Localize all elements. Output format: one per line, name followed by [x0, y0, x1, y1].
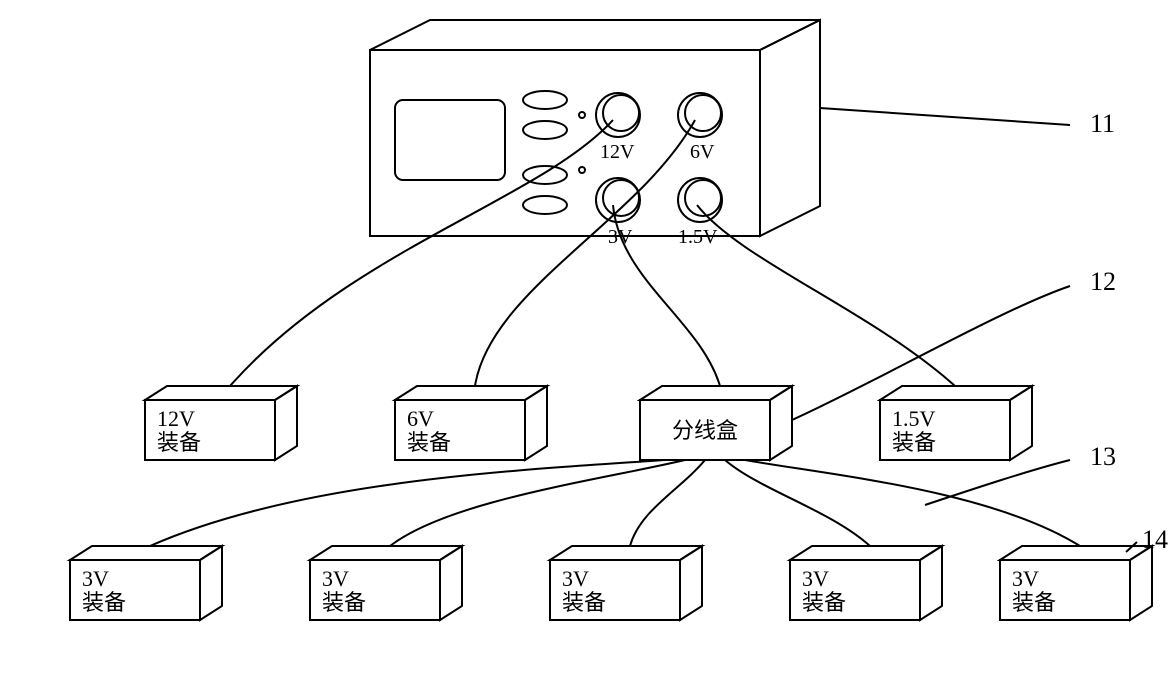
box-label-line2: 装备 — [157, 430, 201, 455]
wire — [390, 460, 685, 546]
device-box: 12V装备 — [145, 386, 297, 460]
led-dot — [579, 167, 585, 173]
box-label-line1: 1.5V — [892, 406, 936, 431]
device-box: 6V装备 — [395, 386, 547, 460]
junction-box: 分线盒 — [640, 386, 792, 460]
knob-label: 6V — [690, 141, 715, 163]
device-box: 3V装备 — [790, 546, 942, 620]
device-box: 3V装备 — [550, 546, 702, 620]
ref-number: 14 — [1142, 525, 1168, 554]
box-label-line2: 装备 — [1012, 590, 1056, 615]
device-box: 3V装备 — [310, 546, 462, 620]
indicator-oval — [523, 91, 567, 109]
box-label-line2: 装备 — [892, 430, 936, 455]
wire — [150, 460, 665, 546]
device-box: 3V装备 — [1000, 546, 1152, 620]
box-label-line1: 12V — [157, 406, 195, 431]
wire — [725, 460, 870, 546]
indicator-oval — [523, 121, 567, 139]
power-supply-box: 12V6V3V1.5V — [370, 20, 820, 248]
box-label-line2: 装备 — [802, 590, 846, 615]
box-label-line1: 3V — [562, 566, 589, 591]
indicator-oval — [523, 196, 567, 214]
box-label-line1: 3V — [802, 566, 829, 591]
box-label-line2: 装备 — [322, 590, 366, 615]
ref-number: 13 — [1090, 442, 1116, 471]
device-box: 3V装备 — [70, 546, 222, 620]
box-label: 分线盒 — [672, 418, 738, 443]
box-label-line1: 6V — [407, 406, 434, 431]
device-box: 1.5V装备 — [880, 386, 1032, 460]
wire — [475, 120, 695, 386]
ref-number: 12 — [1090, 267, 1116, 296]
wire — [630, 460, 705, 546]
box-label-line2: 装备 — [82, 590, 126, 615]
ref-leader — [820, 108, 1070, 125]
wire — [230, 120, 613, 386]
box-label-line1: 3V — [1012, 566, 1039, 591]
box-label-line1: 3V — [82, 566, 109, 591]
box-label-line2: 装备 — [407, 430, 451, 455]
knob-label: 1.5V — [678, 226, 718, 248]
knob-label: 12V — [600, 141, 635, 163]
ref-number: 11 — [1090, 109, 1115, 138]
box-label-line2: 装备 — [562, 590, 606, 615]
box-label-line1: 3V — [322, 566, 349, 591]
display-screen — [395, 100, 505, 180]
led-dot — [579, 112, 585, 118]
ref-leader — [925, 460, 1070, 505]
wire — [745, 460, 1080, 546]
